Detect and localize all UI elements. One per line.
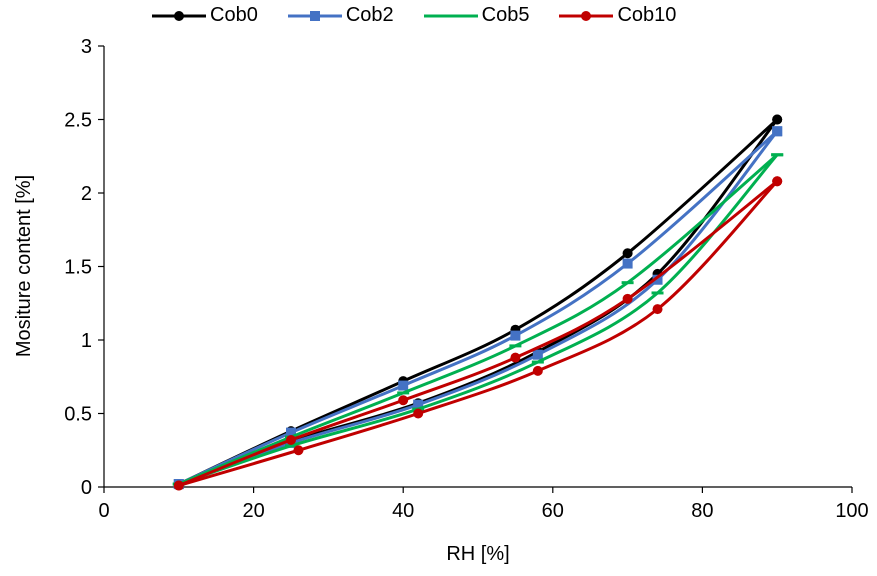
y-tick-label: 2 (81, 183, 92, 205)
series-line-adsorption (178, 180, 779, 487)
x-axis-label: RH [%] (446, 543, 509, 565)
series-line-desorption (178, 118, 779, 486)
data-point (772, 114, 783, 125)
series-line-desorption (178, 130, 779, 486)
data-point (622, 293, 633, 304)
x-tick-label: 0 (98, 500, 109, 522)
series-cob2 (173, 126, 783, 490)
data-point (398, 380, 409, 391)
data-point (532, 349, 543, 360)
legend-swatch (559, 10, 614, 21)
series-cob0 (173, 114, 783, 490)
legend-marker (174, 10, 184, 21)
y-tick-label: 0.5 (64, 404, 92, 426)
series-line-adsorption (178, 130, 779, 486)
y-tick-label: 0 (81, 477, 92, 499)
series-line-adsorption (178, 118, 779, 486)
legend-label: Cob10 (617, 4, 677, 26)
y-tick-label: 1 (81, 330, 92, 352)
data-point (510, 352, 521, 363)
series-line-desorption (178, 180, 779, 487)
data-point (293, 445, 304, 456)
data-point (622, 248, 633, 259)
legend-label: Cob2 (345, 4, 394, 26)
x-tick-label: 60 (542, 500, 564, 522)
data-point (286, 434, 296, 445)
y-axis-label: Mositure content [%] (13, 175, 35, 357)
y-tick-label: 1.5 (64, 257, 92, 279)
data-point (652, 274, 663, 285)
legend-marker (309, 10, 320, 21)
x-tick-label: 80 (691, 500, 713, 522)
y-tick-label: 2.5 (64, 110, 92, 132)
legend-item-cob2: Cob2 (286, 4, 394, 27)
data-point (772, 176, 783, 187)
legend-item-cob5: Cob5 (422, 4, 530, 27)
legend: Cob0 Cob2 Cob5 Cob10 (150, 4, 704, 27)
data-point (510, 330, 521, 341)
series-line-adsorption (178, 153, 779, 486)
data-point (532, 365, 543, 376)
x-tick-label: 100 (835, 500, 868, 522)
data-point (286, 427, 296, 438)
data-point (622, 258, 633, 269)
data-point (173, 480, 184, 491)
legend-swatch (287, 10, 342, 21)
legend-item-cob0: Cob0 (150, 4, 258, 27)
data-point (652, 304, 663, 315)
data-point (772, 126, 783, 137)
data-point (413, 408, 424, 419)
data-point (398, 395, 409, 406)
series-cob5 (172, 153, 784, 486)
series-line-desorption (178, 153, 779, 486)
axes: 0 0.5 1 1.5 2 2.5 3 0 20 40 60 80 100 (64, 36, 869, 522)
series-cob10 (173, 176, 783, 491)
series-layer (172, 114, 784, 491)
legend-label: Cob0 (210, 4, 258, 26)
legend-item-cob10: Cob10 (557, 4, 676, 27)
legend-swatch (423, 14, 478, 17)
x-tick-label: 40 (392, 500, 414, 522)
data-point (413, 399, 424, 410)
legend-label: Cob5 (481, 4, 530, 26)
legend-marker (581, 10, 592, 21)
legend-swatch (152, 10, 206, 21)
x-tick-label: 20 (242, 500, 264, 522)
y-tick-label: 3 (81, 36, 92, 58)
